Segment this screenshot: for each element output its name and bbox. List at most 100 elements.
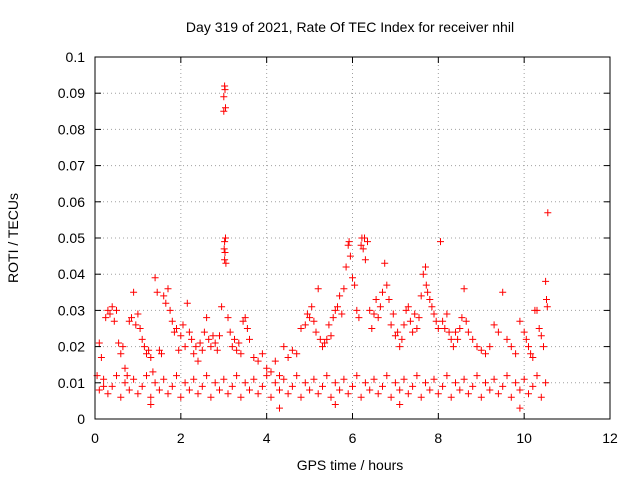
x-tick-label: 6 xyxy=(349,430,357,446)
data-point xyxy=(190,350,198,358)
data-point xyxy=(113,372,120,380)
data-point xyxy=(181,379,189,387)
y-tick-label: 0.01 xyxy=(58,375,85,391)
data-point xyxy=(454,335,462,343)
data-point xyxy=(398,335,406,343)
data-point xyxy=(417,393,425,401)
data-point xyxy=(297,393,305,401)
data-point xyxy=(460,375,468,383)
y-axis-label: ROTI / TECUs xyxy=(5,193,21,283)
data-point xyxy=(327,332,335,340)
data-point xyxy=(344,241,352,249)
data-point xyxy=(376,303,384,311)
data-point xyxy=(138,382,146,390)
data-point xyxy=(334,303,341,311)
x-tick-label: 2 xyxy=(177,430,185,446)
data-point xyxy=(140,343,148,351)
data-point xyxy=(503,335,511,343)
data-point xyxy=(389,310,397,318)
data-point xyxy=(158,350,165,358)
data-point xyxy=(379,288,386,296)
data-point xyxy=(368,325,376,332)
data-point xyxy=(374,314,382,322)
data-point xyxy=(220,375,228,383)
data-point xyxy=(340,285,348,293)
data-point xyxy=(372,296,380,303)
data-point xyxy=(153,288,161,296)
data-point xyxy=(349,274,356,282)
data-point xyxy=(396,386,404,394)
data-point xyxy=(452,328,459,336)
data-point xyxy=(149,368,157,376)
data-point xyxy=(419,270,427,278)
data-point xyxy=(387,321,395,329)
data-point xyxy=(306,314,314,322)
data-point xyxy=(396,401,404,408)
data-point xyxy=(220,93,228,101)
data-point xyxy=(430,310,438,318)
data-point xyxy=(263,364,271,372)
data-point xyxy=(381,259,389,267)
data-point xyxy=(254,357,262,365)
data-point xyxy=(138,335,146,343)
data-point xyxy=(422,263,429,271)
data-point xyxy=(310,375,318,383)
data-point xyxy=(494,390,502,398)
data-point xyxy=(469,382,477,390)
data-point xyxy=(445,328,453,336)
data-point xyxy=(525,343,532,351)
data-point xyxy=(200,328,208,336)
data-point xyxy=(409,382,417,390)
data-point xyxy=(537,332,545,340)
data-point xyxy=(430,375,438,383)
data-point xyxy=(192,343,200,351)
data-point xyxy=(147,401,155,408)
data-point xyxy=(108,382,116,390)
data-point xyxy=(529,354,537,361)
data-point xyxy=(235,339,243,347)
data-point xyxy=(222,104,229,112)
data-point xyxy=(482,379,489,387)
data-point xyxy=(121,379,129,387)
axis-ticks xyxy=(94,56,611,420)
data-point xyxy=(413,325,421,332)
data-point xyxy=(155,346,163,354)
data-point xyxy=(327,393,335,401)
data-point xyxy=(406,317,414,325)
data-point xyxy=(190,375,198,383)
data-point xyxy=(211,339,219,347)
data-point xyxy=(336,292,344,300)
data-point xyxy=(233,346,241,354)
data-point xyxy=(188,335,196,343)
data-point xyxy=(329,314,337,322)
data-point xyxy=(173,325,180,332)
data-point xyxy=(357,241,365,249)
data-point xyxy=(164,390,172,398)
data-point xyxy=(336,386,344,394)
data-point xyxy=(228,343,236,351)
data-point xyxy=(346,252,354,260)
data-point xyxy=(168,317,176,325)
data-point xyxy=(424,288,432,296)
data-point xyxy=(490,375,498,383)
data-point xyxy=(443,372,451,380)
data-point xyxy=(345,238,353,246)
data-point xyxy=(177,332,185,340)
data-point xyxy=(415,314,423,322)
x-axis-label: GPS time / hours xyxy=(297,457,404,473)
data-point xyxy=(222,259,230,267)
data-point xyxy=(413,372,421,380)
data-point xyxy=(221,86,229,94)
data-point xyxy=(469,335,477,343)
data-point xyxy=(325,321,333,329)
data-point xyxy=(213,346,221,354)
data-point xyxy=(473,372,481,380)
data-point xyxy=(456,386,464,394)
data-point xyxy=(361,234,368,242)
data-point xyxy=(221,256,229,264)
data-point xyxy=(216,332,223,340)
data-point xyxy=(104,306,112,314)
data-point xyxy=(404,390,412,398)
data-point xyxy=(452,379,459,387)
data-point xyxy=(271,379,279,387)
